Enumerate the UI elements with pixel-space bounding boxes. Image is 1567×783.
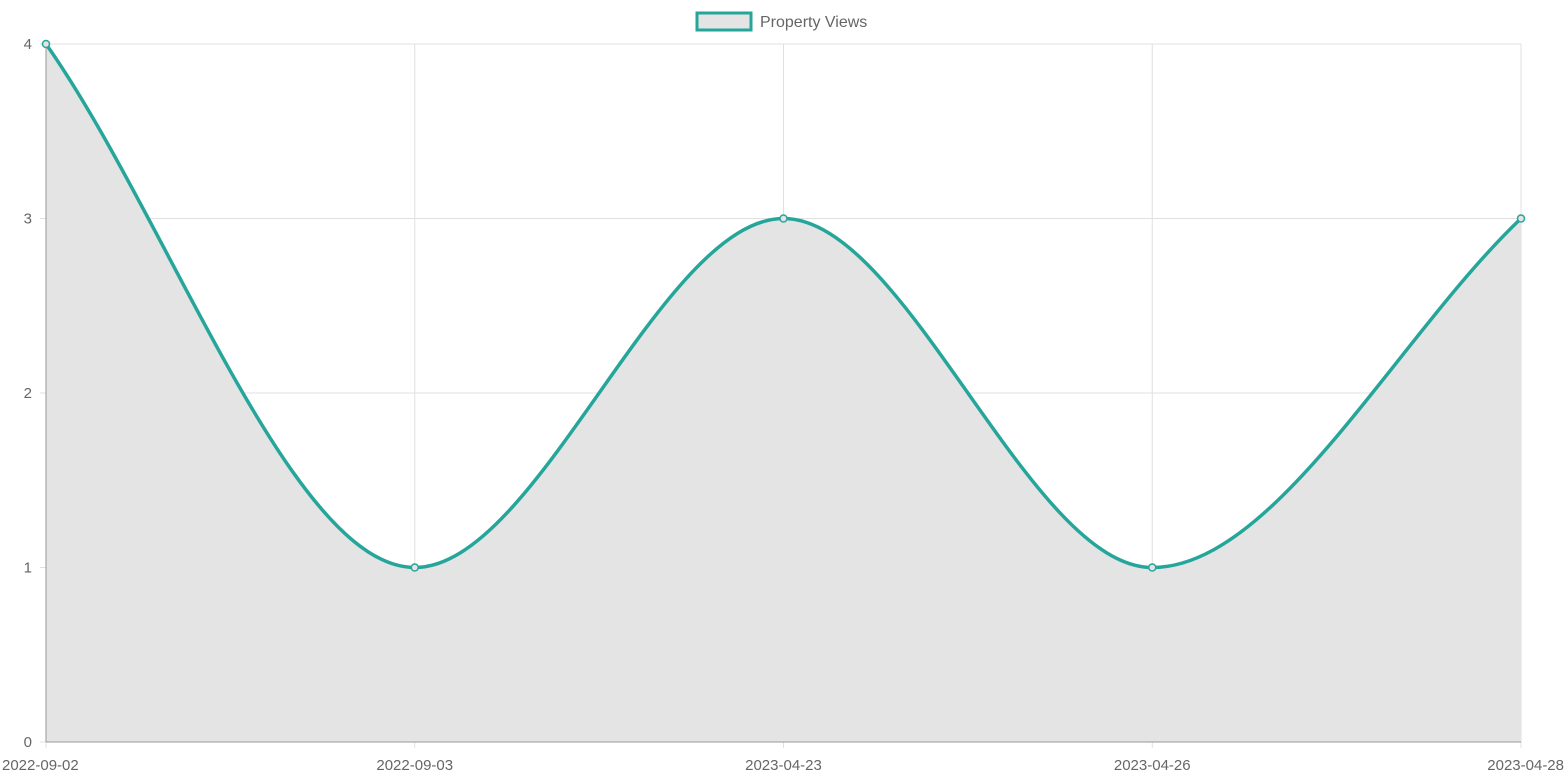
legend-swatch[interactable]: [695, 11, 753, 32]
x-tick-label: 2023-04-26: [1114, 757, 1191, 774]
data-points: [41, 39, 1526, 572]
x-tick-label: 2023-04-23: [745, 757, 822, 774]
data-point-1[interactable]: [410, 563, 419, 572]
x-tick-label: 2022-09-02: [2, 757, 79, 774]
data-point-0[interactable]: [41, 39, 51, 49]
x-tick-label: 2022-09-03: [376, 757, 453, 774]
y-tick-label: 2: [24, 385, 32, 402]
data-point-4[interactable]: [1516, 214, 1526, 223]
y-tick-label: 0: [24, 734, 32, 751]
legend[interactable]: Property Views: [695, 11, 867, 32]
series-line: [44, 42, 1523, 570]
data-point-3[interactable]: [1148, 563, 1157, 572]
y-tick-label: 4: [24, 36, 32, 53]
series-line-path: [44, 42, 1523, 570]
legend-label[interactable]: Property Views: [760, 14, 867, 31]
x-tick-label: 2023-04-28: [1487, 757, 1564, 774]
data-point-2[interactable]: [779, 214, 788, 223]
axes: [45, 44, 1521, 743]
y-tick-label: 1: [24, 560, 32, 577]
tick-labels: 0 1 2 3 4 2022-09-02 2022-09-03 2023-04-23 2023-…: [2, 36, 1564, 774]
y-tick-label: 3: [24, 211, 32, 228]
